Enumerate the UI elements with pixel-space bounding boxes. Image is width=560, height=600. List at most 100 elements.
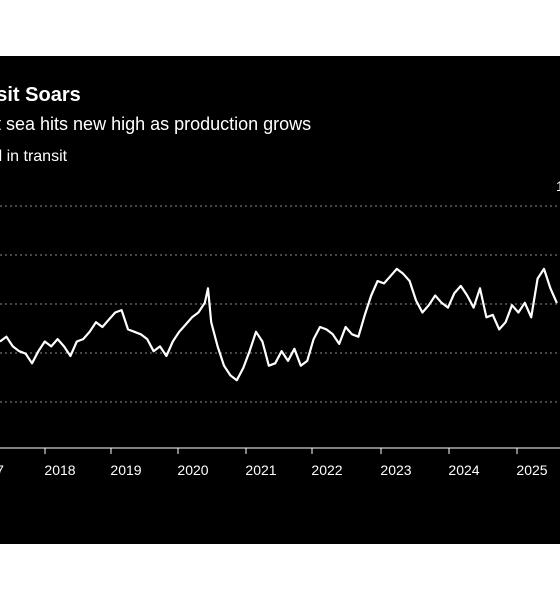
data-point: [255, 331, 257, 333]
data-point: [428, 304, 430, 306]
data-point: [300, 365, 302, 367]
data-point: [25, 353, 27, 355]
data-point: [108, 319, 110, 321]
x-tick-label: 2018: [44, 462, 75, 478]
data-point: [530, 316, 532, 318]
series-line: [0, 267, 558, 382]
tick-labels: 7 2018 2019 2020 2021 2022 2023 2024 2025 1: [0, 178, 560, 478]
data-point: [466, 294, 468, 297]
data-point: [172, 340, 174, 343]
data-point: [12, 345, 14, 347]
data-point: [50, 345, 52, 347]
data-point: [121, 309, 123, 311]
data-point: [82, 338, 84, 340]
data-point: [338, 343, 340, 345]
data-point: [524, 302, 526, 304]
data-point: [415, 299, 417, 301]
data-point: [434, 294, 436, 297]
data-point: [101, 326, 103, 328]
data-point: [473, 307, 475, 309]
data-point: [383, 282, 385, 284]
data-point: [153, 350, 155, 352]
data-point: [207, 287, 209, 289]
data-point: [543, 268, 545, 270]
data-point: [537, 278, 539, 280]
x-tick-label: 2025: [516, 462, 547, 478]
data-point: [31, 362, 33, 364]
data-point: [114, 311, 116, 314]
data-point: [313, 338, 315, 340]
data-point: [268, 365, 270, 367]
data-point: [191, 316, 193, 318]
data-point: [0, 340, 1, 343]
data-point: [5, 336, 7, 338]
x-tick-label: 7: [0, 462, 4, 478]
data-point: [229, 374, 231, 376]
data-point: [492, 314, 494, 316]
data-point: [460, 285, 462, 287]
data-point: [357, 336, 359, 338]
data-point: [485, 316, 487, 318]
data-point: [159, 345, 161, 347]
data-point: [165, 355, 167, 357]
data-point: [37, 350, 40, 352]
chart-subtitle: il at sea hits new high as production gr…: [0, 114, 312, 134]
data-point: [89, 331, 91, 333]
chart-title: Transit Soars: [0, 84, 81, 106]
data-point: [556, 302, 558, 304]
data-point: [441, 302, 443, 304]
data-point: [517, 311, 520, 314]
x-tick-label: 2024: [448, 462, 479, 478]
data-point: [69, 355, 71, 357]
data-point: [351, 333, 353, 335]
gridlines: [0, 205, 560, 403]
data-point: [370, 294, 372, 297]
data-point: [505, 321, 507, 323]
data-point: [306, 360, 308, 362]
data-point: [63, 345, 65, 347]
series-layer: [0, 267, 558, 382]
data-point: [140, 333, 142, 335]
data-point: [498, 328, 500, 330]
data-point: [293, 348, 295, 350]
series-label: ude oil in transit: [0, 148, 68, 165]
data-point: [332, 333, 334, 335]
x-tick-label: 2019: [110, 462, 141, 478]
data-point: [236, 379, 238, 381]
x-tick-label: 2022: [311, 462, 342, 478]
x-tick-label: 2020: [177, 462, 208, 478]
data-point: [204, 302, 206, 304]
data-point: [249, 350, 251, 352]
data-point: [447, 307, 449, 309]
data-point: [223, 365, 225, 367]
data-point: [402, 273, 404, 275]
data-point: [409, 280, 411, 282]
data-point: [319, 326, 321, 328]
data-point: [453, 292, 455, 294]
data-point: [364, 314, 366, 316]
data-point: [76, 340, 78, 343]
data-point: [274, 362, 276, 364]
data-point: [178, 331, 180, 333]
chart-panel: 7 2018 2019 2020 2021 2022 2023 2024 2025 1 Trans…: [0, 56, 560, 544]
data-point: [479, 287, 481, 289]
line-chart: 7 2018 2019 2020 2021 2022 2023 2024 2025 1: [0, 178, 560, 478]
x-tick-label: 2023: [380, 462, 411, 478]
data-point: [44, 340, 46, 343]
data-point: [57, 338, 59, 340]
data-point: [421, 311, 423, 314]
data-point: [396, 268, 398, 270]
data-point: [95, 321, 97, 323]
x-tick-label: 2021: [245, 462, 276, 478]
data-point: [197, 311, 199, 314]
data-point: [511, 304, 513, 306]
data-point: [287, 360, 289, 362]
data-point: [217, 345, 219, 347]
y-tick-label: 1: [556, 178, 560, 194]
data-point: [133, 331, 135, 333]
data-point: [261, 340, 263, 343]
data-point: [389, 275, 391, 277]
data-point: [549, 287, 552, 289]
data-point: [242, 367, 244, 369]
data-point: [345, 326, 347, 328]
